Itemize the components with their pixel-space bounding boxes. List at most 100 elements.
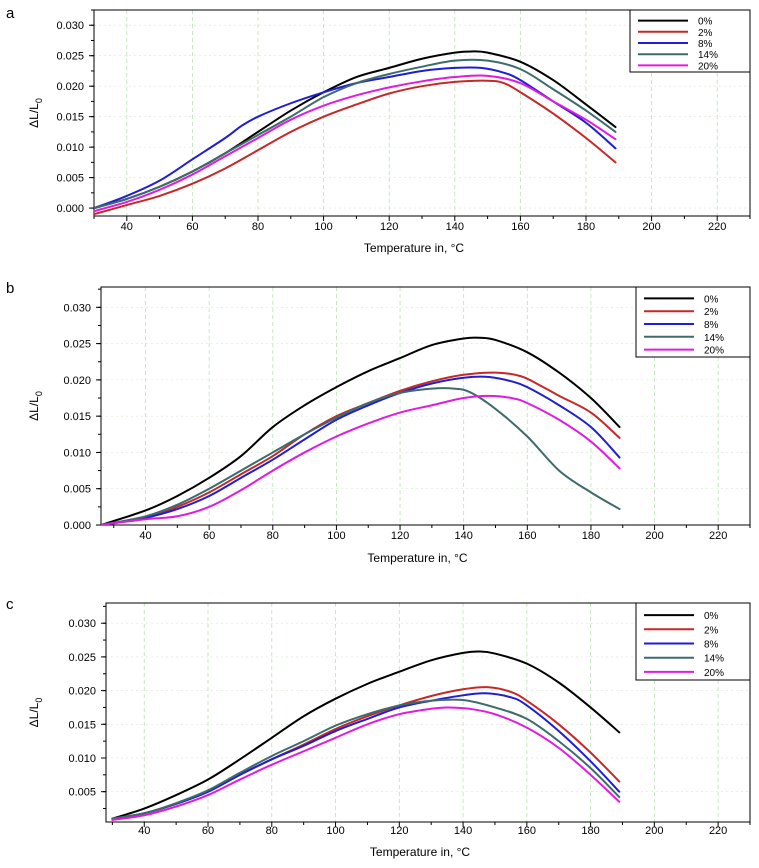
y-tick-label: 0.025 [63, 339, 91, 351]
x-tick-label: 200 [642, 221, 660, 233]
plot-frame [100, 286, 751, 526]
series-group [94, 50, 617, 216]
legend-label: 8% [704, 320, 719, 331]
legend-label: 2% [698, 28, 713, 39]
y-tick-label: 0.005 [68, 787, 96, 799]
x-tick-label: 200 [645, 530, 663, 542]
series-line-14pct [111, 698, 621, 820]
x-tick-label: 60 [186, 221, 198, 233]
x-tick-label: 80 [267, 530, 279, 542]
x-tick-label: 120 [390, 825, 408, 837]
x-tick-label: 140 [454, 530, 472, 542]
legend: 0%2%8%14%20% [635, 602, 751, 681]
chart-panel-b: b 40 60 80 100 120 140 160 180 200 220 0.000 0.005 0.… [6, 280, 751, 565]
legend-label: 14% [704, 654, 724, 665]
x-tick-label: 140 [446, 221, 464, 233]
x-tick-label: 180 [582, 530, 600, 542]
legend-label: 0% [704, 294, 719, 305]
legend-label: 8% [704, 640, 719, 651]
y-tick-label: 0.020 [63, 375, 91, 387]
y-axis-title: ΔL/L0 [27, 98, 44, 128]
x-tick-label: 40 [139, 530, 151, 542]
x-tick-label: 160 [511, 221, 529, 233]
x-tick-label: 60 [202, 825, 214, 837]
x-tick-label: 160 [518, 530, 536, 542]
series-line-0pct [101, 336, 621, 525]
legend-label: 2% [704, 625, 719, 636]
y-axis-title-subscript: 0 [34, 698, 44, 703]
x-axis-title: Temperature in, °C [364, 241, 465, 255]
y-tick-label: 0.025 [68, 652, 96, 664]
x-tick-label: 40 [138, 825, 150, 837]
y-tick-label: 0.005 [63, 484, 91, 496]
legend-label: 8% [698, 39, 713, 50]
y-tick-label: 0.015 [63, 411, 91, 423]
x-axis-title: Temperature in, °C [370, 845, 471, 859]
panel-letter: a [6, 5, 15, 22]
x-tick-label: 120 [391, 530, 409, 542]
series-line-2pct [94, 79, 617, 216]
x-tick-label: 80 [252, 221, 264, 233]
y-tick-label: 0.015 [68, 719, 96, 731]
x-tick-label: 40 [121, 221, 133, 233]
plot-frame [105, 602, 751, 823]
series-group [101, 336, 621, 525]
y-tick-label: 0.020 [56, 81, 84, 93]
y-axis-title-subscript: 0 [34, 98, 44, 103]
series-line-20pct [94, 74, 617, 213]
y-axis-title-main: ΔL/L [27, 103, 41, 128]
legend-label: 14% [704, 333, 724, 344]
legend-box [629, 9, 751, 73]
x-tick-label: 60 [203, 530, 215, 542]
series-line-0pct [111, 650, 621, 820]
y-tick-label: 0.020 [68, 686, 96, 698]
y-axis-title: ΔL/L0 [27, 391, 44, 421]
legend-label: 0% [698, 17, 713, 28]
legend-label: 20% [698, 61, 718, 72]
y-tick-label: 0.030 [68, 618, 96, 630]
legend: 0% 2% 8% 14% 20% [635, 286, 751, 358]
series-group [111, 650, 621, 821]
y-tick-label: 0.010 [56, 142, 84, 154]
x-tick-label: 80 [266, 825, 278, 837]
y-tick-label: 0.025 [56, 51, 84, 63]
x-tick-label: 100 [326, 825, 344, 837]
x-tick-label: 220 [709, 530, 727, 542]
series-line-20pct [111, 706, 621, 821]
y-tick-label: 0.005 [56, 173, 84, 185]
series-line-8pct [101, 375, 621, 525]
x-tick-label: 200 [645, 825, 663, 837]
y-tick-label: 0.000 [56, 203, 84, 215]
y-axis-title-main: ΔL/L [27, 396, 41, 421]
y-axis-title-main: ΔL/L [27, 702, 41, 727]
chart-panel-c: c 40 60 80 100 120 140 160 180 200 220 0.005 0.010 0.… [6, 596, 751, 859]
chart-panel-a: a 40 60 80 100 120 140 160 180 200 220 0.000 0.005 0.… [6, 5, 751, 255]
x-tick-label: 180 [577, 221, 595, 233]
x-tick-label: 160 [518, 825, 536, 837]
panel-letter: b [6, 280, 14, 297]
x-tick-label: 220 [709, 825, 727, 837]
legend-label: 20% [704, 346, 724, 357]
series-line-14pct [94, 58, 617, 210]
legend: 0%2%8%14%20% [629, 9, 751, 73]
legend-label: 0% [704, 611, 719, 622]
y-tick-label: 0.000 [63, 520, 91, 532]
series-line-8pct [111, 692, 621, 820]
panel-letter: c [6, 596, 14, 613]
x-tick-label: 120 [380, 221, 398, 233]
y-tick-label: 0.010 [63, 447, 91, 459]
y-axis-title-subscript: 0 [34, 391, 44, 396]
y-tick-label: 0.030 [63, 302, 91, 314]
x-tick-label: 100 [314, 221, 332, 233]
x-tick-label: 100 [327, 530, 345, 542]
y-tick-label: 0.030 [56, 20, 84, 32]
legend-label: 14% [698, 50, 718, 61]
x-tick-label: 220 [708, 221, 726, 233]
series-line-20pct [101, 394, 621, 525]
series-line-14pct [101, 387, 621, 525]
y-tick-label: 0.010 [68, 753, 96, 765]
x-axis-title: Temperature in, °C [367, 551, 468, 565]
x-tick-label: 140 [454, 825, 472, 837]
legend-label: 2% [704, 307, 719, 318]
